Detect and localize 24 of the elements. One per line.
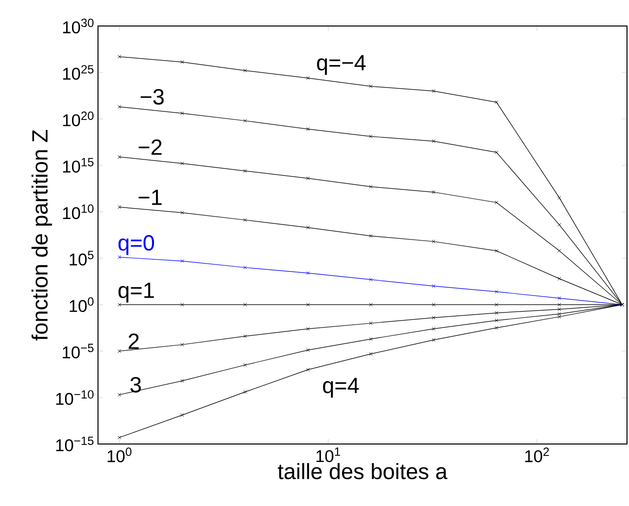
y-tick-label: 10$^{0}$	[70, 297, 94, 312]
y-tick-label: 10$^{20}$	[63, 112, 94, 126]
series-label: −1	[138, 190, 162, 205]
series-label: q=1	[118, 282, 154, 302]
y-tick-label: 10$^{10}$	[63, 204, 94, 220]
series-label: q=−4	[317, 55, 366, 75]
y-tick-label: 10$^{25}$	[63, 65, 94, 80]
y-tick-label: 10$^{5}$	[70, 250, 94, 266]
x-tick-label: 10$^{2}$	[525, 448, 549, 462]
series-label: q=4	[323, 378, 359, 398]
x-tick-label: 10$^{0}$	[108, 448, 132, 462]
y-tick-label: 10$^{−10}$	[56, 390, 94, 405]
series-label: −2	[138, 139, 162, 155]
x-axis-title: taille des boites a	[278, 463, 448, 480]
y-tick-label: 10$^{−15}$	[56, 436, 94, 452]
series-label: 3	[130, 376, 141, 393]
series-label: 2	[128, 334, 139, 349]
x-tick-label: 10$^{1}$	[316, 448, 340, 462]
y-tick-label: 10$^{15}$	[63, 158, 94, 173]
series-label: q=0	[118, 235, 154, 255]
y-tick-label: 10$^{30}$	[63, 18, 94, 34]
y-axis-title: fonction de partition Z	[32, 130, 52, 340]
series-label: −3	[140, 89, 164, 105]
y-tick-label: 10$^{−5}$	[62, 344, 94, 358]
